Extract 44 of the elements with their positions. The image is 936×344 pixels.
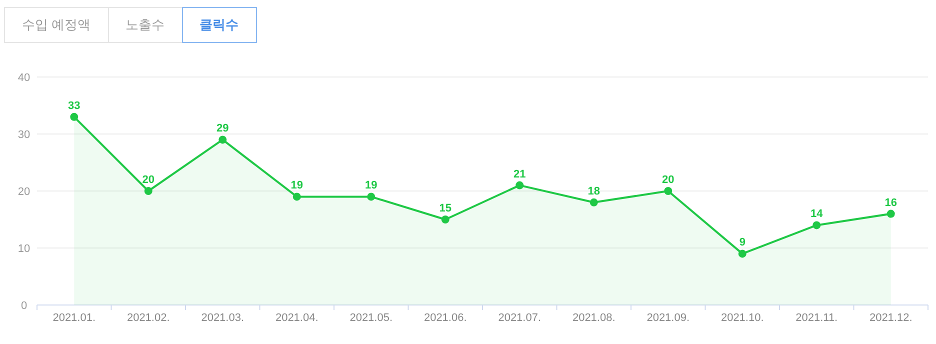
point <box>738 250 746 258</box>
data-label: 15 <box>439 202 452 214</box>
point <box>886 210 895 218</box>
point <box>441 216 450 224</box>
text: 클릭수 <box>182 7 257 43</box>
x-tick-label: 2021.12. <box>869 312 912 324</box>
point <box>70 112 78 121</box>
x-tick-label: 2021.11. <box>796 312 838 324</box>
x-tick-label: 2021.10. <box>720 312 764 324</box>
x-tick-label: 2021.04. <box>275 312 318 324</box>
data-label: 14 <box>810 208 824 220</box>
x-tick-label: 2021.06. <box>424 312 467 324</box>
point <box>367 192 376 201</box>
point <box>812 221 821 230</box>
point <box>664 187 672 195</box>
data-label: 33 <box>68 100 80 112</box>
point <box>144 187 152 195</box>
data-label: 19 <box>365 180 378 192</box>
y-tick-label: 30 <box>18 129 30 141</box>
point <box>218 136 227 144</box>
data-label: 29 <box>216 122 229 135</box>
data-label: 16 <box>884 196 897 209</box>
data-label: 21 <box>514 168 526 180</box>
y-tick-label: 0 <box>20 300 28 312</box>
x-tick-label: 2021.07. <box>498 312 542 324</box>
data-label: 20 <box>662 174 674 186</box>
text: 노출수 <box>108 7 183 43</box>
data-label: 9 <box>739 236 746 249</box>
x-tick-label: 2021.09. <box>646 312 690 324</box>
y-tick-label: 20 <box>18 186 30 198</box>
text: 수입 예정액 <box>4 7 109 43</box>
x-tick-label: 2021.02. <box>126 312 170 324</box>
data-label: 18 <box>588 185 600 198</box>
y-tick-label: 40 <box>18 72 30 84</box>
y-tick-label: 10 <box>18 243 30 255</box>
data-label: 20 <box>142 174 154 186</box>
point <box>590 198 598 206</box>
data-label: 19 <box>290 180 303 192</box>
x-tick-label: 2021.05. <box>350 312 393 324</box>
point <box>516 181 524 190</box>
x-tick-label: 2021.01. <box>52 312 96 324</box>
point <box>292 192 301 201</box>
x-tick-label: 2021.03. <box>201 312 244 324</box>
x-tick-label: 2021.08. <box>572 312 616 324</box>
